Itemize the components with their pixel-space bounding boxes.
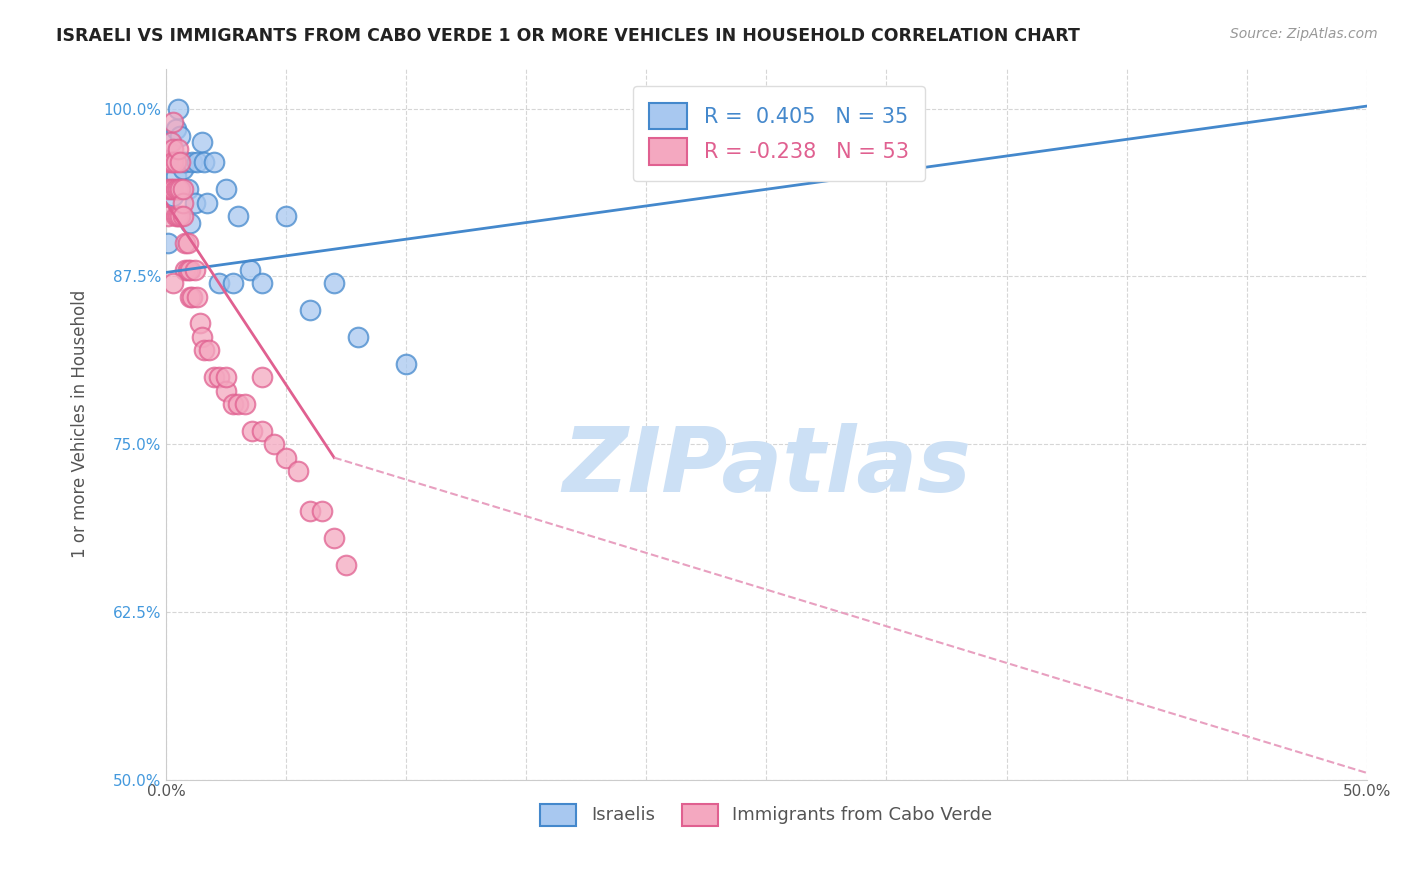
Point [172, 155, 194, 169]
Point [167, 142, 190, 156]
Point [159, 182, 181, 196]
Point [181, 290, 204, 304]
Point [323, 531, 346, 545]
Legend: Israelis, Immigrants from Cabo Verde: Israelis, Immigrants from Cabo Verde [531, 795, 1001, 835]
Point [165, 122, 187, 136]
Point [167, 155, 190, 169]
Point [159, 136, 181, 150]
Point [274, 209, 297, 223]
Point [250, 276, 273, 290]
Point [184, 195, 207, 210]
Point [181, 155, 204, 169]
Point [184, 262, 207, 277]
Point [169, 155, 191, 169]
Text: ISRAELI VS IMMIGRANTS FROM CABO VERDE 1 OR MORE VEHICLES IN HOUSEHOLD CORRELATIO: ISRAELI VS IMMIGRANTS FROM CABO VERDE 1 … [56, 27, 1080, 45]
Point [215, 370, 238, 384]
Text: ZIPatlas: ZIPatlas [562, 423, 972, 511]
Point [202, 370, 225, 384]
Point [176, 182, 198, 196]
Point [172, 182, 194, 196]
Point [191, 330, 214, 344]
Point [395, 357, 418, 371]
Point [162, 189, 184, 203]
Point [242, 424, 264, 438]
Point [208, 276, 231, 290]
Point [198, 343, 221, 358]
Point [900, 102, 922, 116]
Point [167, 209, 190, 223]
Point [347, 330, 370, 344]
Point [176, 235, 198, 250]
Point [179, 216, 201, 230]
Point [174, 155, 197, 169]
Point [226, 209, 249, 223]
Point [167, 102, 190, 116]
Point [169, 182, 191, 196]
Point [226, 397, 249, 411]
Text: Source: ZipAtlas.com: Source: ZipAtlas.com [1230, 27, 1378, 41]
Point [287, 464, 309, 478]
Point [186, 155, 208, 169]
Point [162, 276, 184, 290]
Y-axis label: 1 or more Vehicles in Household: 1 or more Vehicles in Household [72, 290, 89, 558]
Point [323, 276, 346, 290]
Point [165, 169, 187, 183]
Point [162, 155, 184, 169]
Point [233, 397, 256, 411]
Point [172, 162, 194, 177]
Point [299, 504, 322, 518]
Point [179, 290, 201, 304]
Point [162, 155, 184, 169]
Point [191, 136, 214, 150]
Point [172, 195, 194, 210]
Point [215, 384, 238, 398]
Point [159, 136, 181, 150]
Point [335, 558, 357, 572]
Point [159, 155, 181, 169]
Point [165, 209, 187, 223]
Point [167, 182, 190, 196]
Point [162, 182, 184, 196]
Point [193, 155, 215, 169]
Point [172, 209, 194, 223]
Point [157, 235, 180, 250]
Point [208, 370, 231, 384]
Point [215, 182, 238, 196]
Point [311, 504, 333, 518]
Point [169, 182, 191, 196]
Point [250, 424, 273, 438]
Point [169, 209, 191, 223]
Point [263, 437, 285, 451]
Point [157, 182, 180, 196]
Point [299, 303, 322, 318]
Point [188, 317, 211, 331]
Point [186, 290, 208, 304]
Point [169, 128, 191, 143]
Point [157, 209, 180, 223]
Point [202, 155, 225, 169]
Point [250, 370, 273, 384]
Point [222, 276, 245, 290]
Point [165, 182, 187, 196]
Point [162, 115, 184, 129]
Point [162, 142, 184, 156]
Point [174, 262, 197, 277]
Point [222, 397, 245, 411]
Point [174, 235, 197, 250]
Point [165, 155, 187, 169]
Point [176, 262, 198, 277]
Point [193, 343, 215, 358]
Point [239, 262, 262, 277]
Point [274, 450, 297, 465]
Point [827, 102, 849, 116]
Point [179, 262, 201, 277]
Point [157, 155, 180, 169]
Point [195, 195, 218, 210]
